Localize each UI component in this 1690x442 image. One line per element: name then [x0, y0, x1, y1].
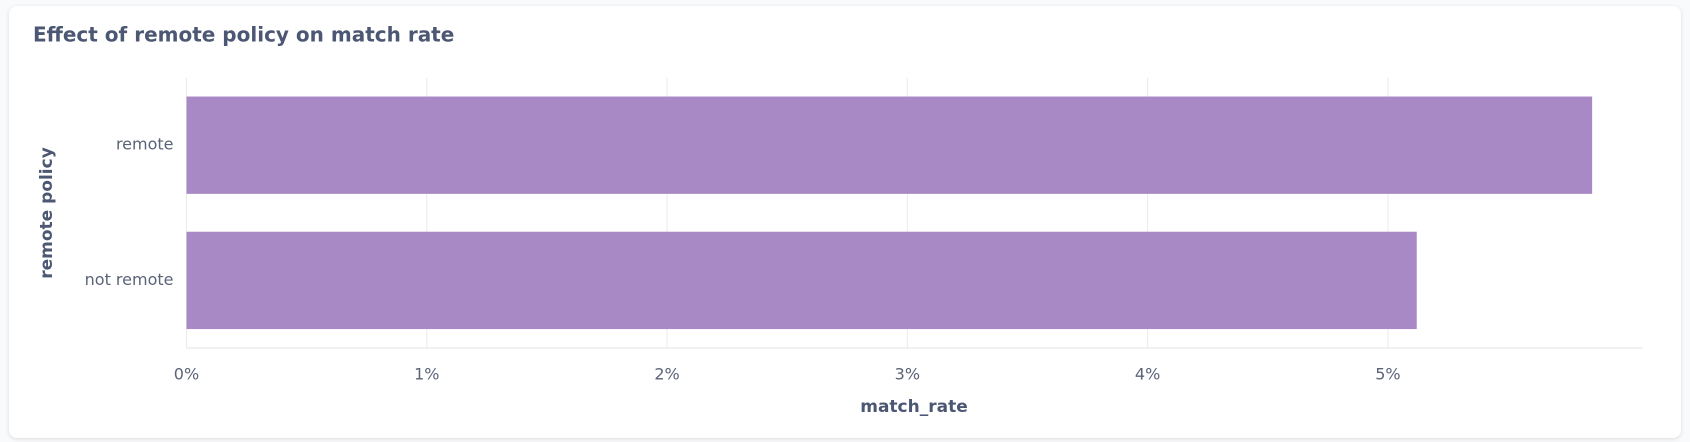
x-tick-label: 1% [414, 365, 439, 384]
bar [186, 96, 1593, 194]
y-axis-title: remote policy [37, 147, 57, 279]
bar [186, 231, 1417, 330]
card [9, 6, 1681, 438]
x-tick-label: 5% [1375, 365, 1400, 384]
x-axis-title: match_rate [860, 397, 968, 417]
x-tick-label: 2% [654, 365, 679, 384]
x-tick-label: 3% [895, 365, 920, 384]
y-tick-label: remote [116, 135, 174, 154]
x-tick-label: 4% [1135, 365, 1160, 384]
y-tick-label: not remote [85, 270, 174, 289]
chart-title: Effect of remote policy on match rate [33, 23, 454, 47]
x-tick-label: 0% [174, 365, 199, 384]
